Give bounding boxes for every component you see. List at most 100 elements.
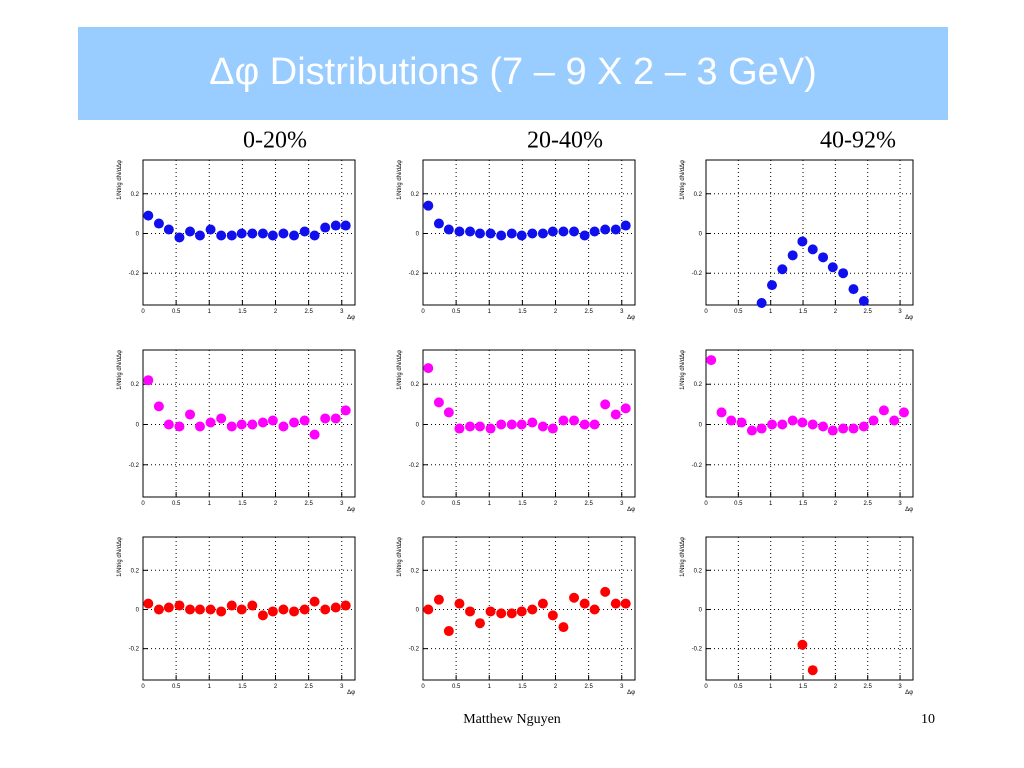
data-point [454,598,465,609]
y-tick-label: 0.2 [694,568,703,574]
x-tick-label: 1 [769,684,773,690]
x-axis-label: Δφ [905,690,913,696]
plot-frame [705,536,914,681]
data-point [205,224,216,235]
data-point [537,598,548,609]
data-point [537,421,548,432]
data-point [736,417,747,428]
data-point [797,417,808,428]
data-point [443,626,454,637]
x-tick-label: 2 [554,684,558,690]
data-point [226,421,237,432]
plot-frame [705,159,914,306]
data-point [474,228,485,239]
data-point [423,604,434,615]
data-point [185,604,196,615]
y-tick-label: 0 [416,231,420,237]
data-point [185,409,196,420]
data-point [163,602,174,613]
data-point [216,230,227,241]
x-tick-label: 1.5 [518,501,527,507]
slide-title: Δφ Distributions (7 – 9 X 2 – 3 GeV) [209,51,817,93]
data-point [153,401,164,412]
data-point [216,606,227,617]
data-point [289,417,300,428]
data-point [756,423,767,434]
data-point [299,604,310,615]
data-point [267,415,278,426]
data-point [174,232,185,243]
data-point [620,403,631,414]
x-tick-label: 2.5 [864,684,873,690]
x-tick-label: 1.5 [238,501,247,507]
y-tick-label: 0 [136,607,140,613]
data-point [516,419,527,430]
data-point [309,230,320,241]
x-tick-label: 1.5 [799,684,808,690]
x-tick-label: 2.5 [584,501,593,507]
data-point [527,604,538,615]
x-tick-label: 0 [704,309,708,315]
y-tick-label: -0.2 [409,463,420,469]
x-tick-label: 1.5 [518,684,527,690]
x-tick-label: 2.5 [304,309,313,315]
y-tick-label: -0.2 [692,463,703,469]
x-axis-label: Δφ [627,690,635,696]
data-point [454,226,465,237]
x-axis-label: Δφ [627,507,635,513]
data-point [465,606,476,617]
data-point [848,284,859,295]
x-tick-label: 2 [834,684,838,690]
y-axis-label: 1/Ntrig dN/dΔφ [117,160,123,200]
data-point [257,610,268,621]
y-axis-label: 1/Ntrig dN/dΔφ [680,350,686,390]
data-point [247,228,258,239]
data-point [433,594,444,605]
x-tick-label: 0.5 [734,684,743,690]
data-point [433,218,444,229]
x-tick-label: 0.5 [172,309,181,315]
x-tick-label: 0.5 [452,501,461,507]
data-point [289,230,300,241]
y-tick-label: 0.2 [411,568,420,574]
data-point [153,218,164,229]
x-tick-label: 0 [421,501,425,507]
data-point [569,226,580,237]
data-point [600,586,611,597]
x-tick-label: 3 [898,684,902,690]
data-point [620,598,631,609]
y-axis-label: 1/Ntrig dN/dΔφ [397,537,403,577]
data-point [143,375,154,386]
data-point [858,296,869,307]
data-point [558,415,569,426]
y-axis-label: 1/Ntrig dN/dΔφ [397,160,403,200]
data-point [838,268,849,279]
data-point [797,236,808,247]
data-point [465,421,476,432]
x-tick-label: 2 [274,309,278,315]
data-point [194,230,205,241]
data-point [247,419,258,430]
data-point [807,419,818,430]
y-tick-label: 0 [699,231,703,237]
data-point [309,429,320,440]
data-point [320,604,331,615]
y-tick-label: 0.2 [694,192,703,198]
x-tick-label: 1.5 [518,309,527,315]
mini-chart: -0.2 0 0.2 0 0.5 1 1.5 2 2.5 3 1/Ntrig dN/dΔφ Δφ [397,159,636,321]
data-point [423,363,434,374]
mini-chart: -0.2 0 0.2 0 0.5 1 1.5 2 2.5 3 1/Ntrig dN/dΔφ Δφ [117,349,356,513]
data-point [340,600,351,611]
data-point [454,423,465,434]
data-point [620,220,631,231]
data-point [299,226,310,237]
y-tick-label: -0.2 [409,647,420,653]
data-point [443,224,454,235]
mini-chart: -0.2 0 0.2 0 0.5 1 1.5 2 2.5 3 1/Ntrig dN/dΔφ Δφ [680,536,914,696]
mini-chart: -0.2 0 0.2 0 0.5 1 1.5 2 2.5 3 1/Ntrig dN/dΔφ Δφ [397,349,636,513]
data-point [547,610,558,621]
x-tick-label: 1 [208,501,212,507]
data-point [868,415,879,426]
data-point [807,665,818,676]
x-tick-label: 1 [208,309,212,315]
